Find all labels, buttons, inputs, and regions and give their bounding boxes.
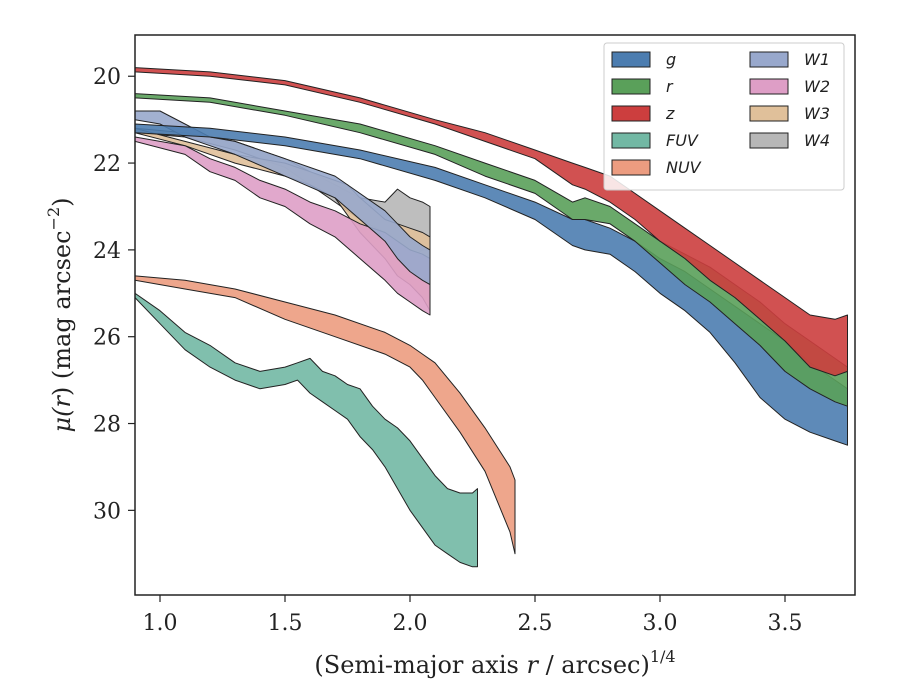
y-tick-label: 22 (93, 152, 121, 177)
y-axis: 20 22 24 26 28 30 (93, 65, 135, 524)
band-nuv (135, 275, 516, 555)
y-axis-label: μ(r) (mag arcsec−2) (44, 197, 76, 432)
legend-label-z: z (665, 104, 675, 123)
legend-swatch-z (611, 105, 651, 122)
band-fuv (135, 292, 478, 568)
x-axis-label: (Semi-major axis r / arcsec)1/4 (314, 647, 675, 679)
legend-label-w2: W2 (804, 77, 830, 96)
band-w1 (135, 110, 431, 286)
legend-label-g: g (666, 50, 676, 69)
legend-swatch-w2 (749, 78, 789, 95)
x-tick-label: 2.0 (393, 611, 428, 636)
band-g (135, 123, 848, 446)
x-tick-label: 3.0 (643, 611, 678, 636)
legend-label-r: r (666, 77, 674, 96)
y-tick-label: 24 (93, 239, 121, 264)
profile-bands (135, 67, 848, 568)
y-tick-label: 28 (93, 413, 121, 438)
legend-swatch-nuv (611, 159, 651, 176)
legend-swatch-g (611, 51, 651, 68)
legend-label-w4: W4 (804, 131, 830, 150)
legend-swatch-w1 (749, 51, 789, 68)
legend-label-w3: W3 (804, 104, 830, 123)
legend-label-nuv: NUV (666, 158, 702, 177)
band-r (135, 93, 848, 407)
legend-label-w1: W1 (804, 50, 830, 69)
plot-frame (134, 34, 856, 596)
band-w2 (135, 136, 431, 316)
x-axis: 1.0 1.5 2.0 2.5 3.0 3.5 (143, 595, 803, 636)
legend: grz FUV NUV W1 W2 W3 W4 (603, 42, 845, 191)
x-tick-label: 3.5 (768, 611, 803, 636)
x-tick-label: 1.0 (143, 611, 178, 636)
legend-swatch-fuv (611, 132, 651, 149)
y-tick-label: 30 (93, 499, 121, 524)
legend-swatch-w4 (749, 132, 789, 149)
band-z (135, 67, 848, 377)
legend-label-fuv: FUV (666, 131, 699, 150)
x-tick-label: 1.5 (268, 611, 303, 636)
legend-swatch-w3 (749, 105, 789, 122)
y-tick-label: 26 (93, 326, 121, 351)
y-tick-label: 20 (93, 65, 121, 90)
x-tick-label: 2.5 (518, 611, 553, 636)
legend-swatch-r (611, 78, 651, 95)
